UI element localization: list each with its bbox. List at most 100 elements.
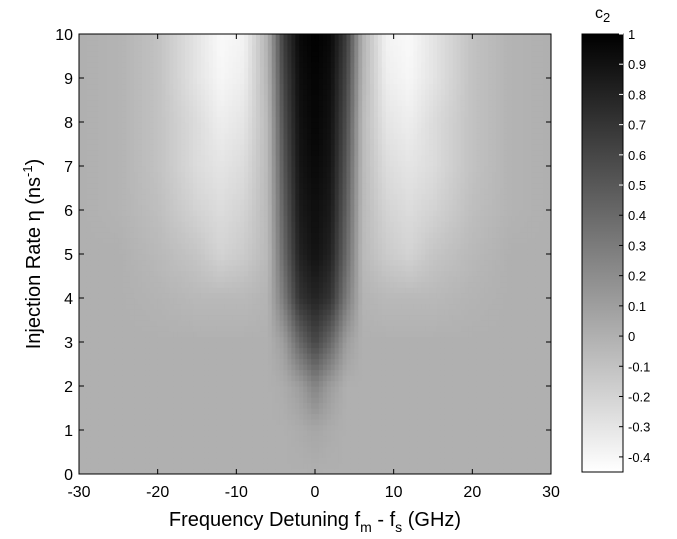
heatmap-cell [220, 320, 226, 327]
heatmap-cell [456, 446, 462, 453]
heatmap-cell [106, 424, 112, 431]
heatmap-cell [330, 287, 336, 294]
heatmap-cell [499, 270, 505, 277]
heatmap-cell [484, 446, 489, 453]
heatmap-cell [346, 342, 351, 349]
heatmap-cell [303, 391, 308, 398]
heatmap-cell [338, 463, 344, 470]
heatmap-cell [122, 342, 127, 349]
heatmap-cell [322, 375, 328, 382]
heatmap-cell [236, 386, 241, 393]
heatmap-cell [495, 281, 501, 288]
heatmap-cell [385, 281, 391, 288]
heatmap-cell [362, 248, 367, 255]
heatmap-cell [208, 347, 214, 354]
heatmap-cell [94, 402, 100, 409]
heatmap-cell [531, 463, 536, 470]
heatmap-cell [177, 265, 182, 272]
heatmap-cell [177, 375, 182, 382]
heatmap-cell [311, 435, 316, 442]
heatmap-cell [259, 386, 265, 393]
heatmap-cell [204, 265, 210, 272]
heatmap-cell [110, 265, 115, 272]
heatmap-cell [330, 468, 336, 474]
heatmap-cell [130, 452, 135, 459]
heatmap-cell [141, 402, 147, 409]
heatmap-cell [346, 364, 351, 371]
heatmap-cell [433, 265, 438, 272]
heatmap-cell [244, 309, 249, 316]
heatmap-cell [322, 325, 328, 332]
heatmap-cell [259, 342, 265, 349]
heatmap-cell [440, 441, 446, 448]
heatmap-cell [102, 457, 108, 464]
heatmap-cell [389, 397, 395, 404]
heatmap-cell [381, 353, 387, 360]
heatmap-cell [165, 457, 171, 464]
heatmap-cell [138, 386, 143, 393]
heatmap-cell [185, 452, 190, 459]
heatmap-cell [173, 325, 178, 332]
heatmap-cell [330, 336, 336, 343]
heatmap-cell [354, 468, 359, 474]
heatmap-cell [256, 358, 261, 365]
heatmap-cell [165, 243, 171, 250]
heatmap-cell [287, 248, 292, 255]
heatmap-cell [334, 342, 340, 349]
heatmap-cell [145, 254, 151, 261]
heatmap-cell [173, 369, 178, 376]
heatmap-cell [263, 303, 269, 310]
heatmap-cell [224, 265, 230, 272]
heatmap-cell [94, 331, 100, 338]
heatmap-cell [413, 347, 418, 354]
heatmap-cell [539, 457, 544, 464]
heatmap-cell [252, 457, 257, 464]
heatmap-cell [425, 391, 430, 398]
heatmap-cell [358, 281, 363, 288]
heatmap-cell [271, 380, 277, 387]
heatmap-cell [279, 413, 285, 420]
heatmap-cell [456, 402, 462, 409]
heatmap-cell [488, 452, 493, 459]
heatmap-cell [122, 276, 127, 283]
heatmap-cell [374, 408, 379, 415]
heatmap-cell [279, 347, 285, 354]
heatmap-cell [161, 353, 167, 360]
heatmap-cell [256, 402, 261, 409]
heatmap-cell [374, 457, 379, 464]
heatmap-cell [177, 463, 182, 470]
heatmap-cell [165, 413, 171, 420]
heatmap-cell [322, 287, 328, 294]
heatmap-cell [149, 397, 155, 404]
heatmap-cell [204, 463, 210, 470]
heatmap-cell [464, 402, 469, 409]
heatmap-cell [547, 413, 551, 420]
heatmap-cell [110, 254, 115, 261]
heatmap-cell [106, 303, 112, 310]
heatmap-cell [94, 386, 100, 393]
heatmap-cell [511, 419, 517, 426]
heatmap-cell [263, 369, 269, 376]
heatmap-cell [346, 298, 351, 305]
heatmap-cell [185, 276, 190, 283]
heatmap-cell [362, 342, 367, 349]
heatmap-cell [436, 298, 442, 305]
heatmap-cell [122, 424, 127, 431]
heatmap-cell [409, 408, 414, 415]
heatmap-cell [362, 270, 367, 277]
heatmap-cell [181, 424, 186, 431]
heatmap-cell [82, 265, 88, 272]
heatmap-cell [149, 391, 155, 398]
heatmap-cell [338, 441, 344, 448]
heatmap-cell [208, 248, 214, 255]
heatmap-cell [173, 457, 178, 464]
heatmap-cell [102, 303, 108, 310]
heatmap-cell [468, 435, 473, 442]
heatmap-cell [126, 259, 131, 266]
heatmap-cell [204, 402, 210, 409]
heatmap-cell [436, 435, 442, 442]
heatmap-cell [433, 347, 438, 354]
heatmap-cell [495, 386, 501, 393]
heatmap-cell [315, 314, 320, 321]
heatmap-cell [161, 386, 167, 393]
